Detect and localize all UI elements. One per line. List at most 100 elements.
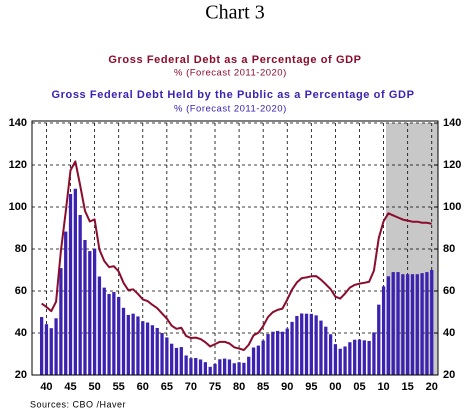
plot: 20 40 60 80 100 120 140 20 40 60 80 100 120 140 40 45 50… xyxy=(9,117,462,393)
bar xyxy=(300,313,304,375)
bar xyxy=(68,193,73,375)
bar xyxy=(227,359,232,375)
y-tick-label: 140 xyxy=(9,117,27,129)
bar xyxy=(367,340,371,375)
bar xyxy=(184,355,188,375)
bar xyxy=(280,331,285,375)
y-tick-label: 40 xyxy=(15,327,27,339)
chart-title: Chart 3 xyxy=(205,2,264,24)
line xyxy=(41,160,432,352)
bar xyxy=(401,274,405,375)
bar xyxy=(145,322,150,375)
bar xyxy=(386,276,391,375)
bar xyxy=(256,345,260,375)
bar xyxy=(324,326,328,375)
legend-bar: Gross Federal Debt Held by the Public as… xyxy=(51,89,414,101)
x-tick-label: 70 xyxy=(185,381,197,393)
bar xyxy=(126,314,130,375)
plot-frame xyxy=(31,120,439,376)
bar xyxy=(237,362,241,375)
bar xyxy=(203,362,208,375)
bar xyxy=(54,318,58,375)
bar xyxy=(73,188,77,375)
y2-tick-label: 140 xyxy=(443,117,461,129)
bar xyxy=(304,313,309,375)
bar xyxy=(362,340,366,375)
y2-tick-label: 60 xyxy=(443,285,455,297)
bar xyxy=(396,272,400,375)
bar xyxy=(83,239,87,375)
bar xyxy=(328,334,333,375)
x-tick-label: 10 xyxy=(377,381,389,393)
x-tick-label: 05 xyxy=(353,381,365,393)
bar xyxy=(314,315,318,375)
x-tick-label: 20 xyxy=(426,381,438,393)
legend-note: % (Forecast 2011-2020) xyxy=(174,104,287,115)
bar xyxy=(136,316,140,375)
bar xyxy=(44,324,49,375)
bar xyxy=(131,313,135,375)
y2-tick-label: 100 xyxy=(443,201,461,213)
bar xyxy=(174,347,179,375)
bar xyxy=(271,331,275,375)
x-tick-label: 95 xyxy=(305,381,317,393)
bar xyxy=(391,272,395,375)
x-tick-label: 85 xyxy=(257,381,269,393)
bar xyxy=(333,344,338,375)
bar xyxy=(261,340,265,375)
y2-tick-label: 40 xyxy=(443,327,455,339)
bar xyxy=(179,347,183,375)
bar xyxy=(59,268,63,375)
bar xyxy=(141,321,145,375)
bar xyxy=(39,317,44,375)
bar xyxy=(160,333,164,375)
bar xyxy=(290,321,294,375)
bar xyxy=(49,328,53,375)
y-tick-label: 80 xyxy=(15,243,27,255)
x-tick-label: 55 xyxy=(113,381,125,393)
legend-line: Gross Federal Debt as a Percentage of GD… xyxy=(108,54,361,66)
bar xyxy=(338,348,342,375)
bar xyxy=(353,339,357,375)
source: Sources: CBO /Haver xyxy=(30,399,126,409)
bar xyxy=(275,330,280,375)
bar xyxy=(425,272,429,375)
bar xyxy=(223,358,227,375)
x-tick-label: 90 xyxy=(281,381,293,393)
bar xyxy=(319,320,323,375)
bar xyxy=(112,292,116,375)
bar xyxy=(155,327,159,375)
bar xyxy=(247,356,251,375)
bar xyxy=(415,274,419,375)
x-tick-label: 75 xyxy=(209,381,221,393)
x-tick-label: 45 xyxy=(64,381,76,393)
bar xyxy=(64,231,68,375)
bar xyxy=(170,343,174,375)
bar xyxy=(213,363,217,375)
bar xyxy=(194,357,198,375)
bar xyxy=(117,296,121,375)
bar xyxy=(377,304,381,375)
bar xyxy=(218,359,222,375)
bar xyxy=(165,337,169,375)
legend-note: % (Forecast 2011-2020) xyxy=(174,68,287,79)
x-tick-label: 50 xyxy=(88,381,100,393)
bar xyxy=(189,358,193,375)
bar xyxy=(410,274,415,375)
y2-tick-label: 20 xyxy=(443,369,455,381)
bar xyxy=(348,342,352,375)
x-tick-label: 00 xyxy=(329,381,341,393)
bar xyxy=(88,251,92,375)
bar xyxy=(92,248,97,375)
y-tick-label: 20 xyxy=(15,369,27,381)
x-tick-label: 40 xyxy=(40,381,52,393)
bar xyxy=(121,307,126,375)
bar xyxy=(251,347,256,375)
y2-tick-label: 120 xyxy=(443,159,461,171)
bar xyxy=(343,346,347,375)
y-tick-label: 120 xyxy=(9,159,27,171)
bar xyxy=(309,313,313,375)
y-tick-label: 60 xyxy=(15,285,27,297)
bar xyxy=(198,359,203,375)
